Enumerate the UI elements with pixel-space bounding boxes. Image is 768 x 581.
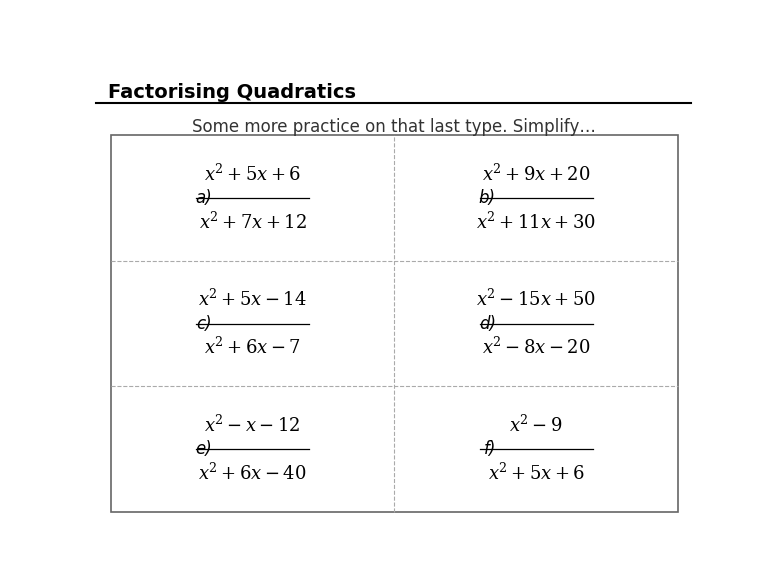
Text: $x^2 + 11x + 30$: $x^2 + 11x + 30$ bbox=[476, 211, 596, 233]
Text: $x^2 + 6x - 7$: $x^2 + 6x - 7$ bbox=[204, 337, 301, 358]
Text: $x^2 + 5x - 14$: $x^2 + 5x - 14$ bbox=[198, 289, 307, 310]
Text: $x^2 - 8x - 20$: $x^2 - 8x - 20$ bbox=[482, 337, 591, 358]
Text: Factorising Quadratics: Factorising Quadratics bbox=[108, 83, 356, 102]
Text: Some more practice on that last type. Simplify…: Some more practice on that last type. Si… bbox=[192, 117, 595, 135]
Text: $x^2 - x - 12$: $x^2 - x - 12$ bbox=[204, 414, 301, 436]
Text: c): c) bbox=[197, 314, 212, 332]
Text: $x^2 + 5x + 6$: $x^2 + 5x + 6$ bbox=[204, 164, 301, 185]
Text: $x^2 + 6x - 40$: $x^2 + 6x - 40$ bbox=[198, 462, 307, 483]
Text: d): d) bbox=[478, 314, 496, 332]
Text: a): a) bbox=[196, 189, 212, 207]
Bar bbox=[111, 135, 678, 512]
Text: $x^2 + 7x + 12$: $x^2 + 7x + 12$ bbox=[199, 211, 306, 233]
Text: e): e) bbox=[196, 440, 212, 458]
Text: f): f) bbox=[483, 440, 496, 458]
Text: $x^2 + 5x + 6$: $x^2 + 5x + 6$ bbox=[488, 462, 585, 483]
Text: b): b) bbox=[478, 189, 496, 207]
Text: $x^2 - 15x + 50$: $x^2 - 15x + 50$ bbox=[476, 289, 596, 310]
Text: $x^2 - 9$: $x^2 - 9$ bbox=[509, 414, 563, 436]
Text: $x^2 + 9x + 20$: $x^2 + 9x + 20$ bbox=[482, 164, 591, 185]
